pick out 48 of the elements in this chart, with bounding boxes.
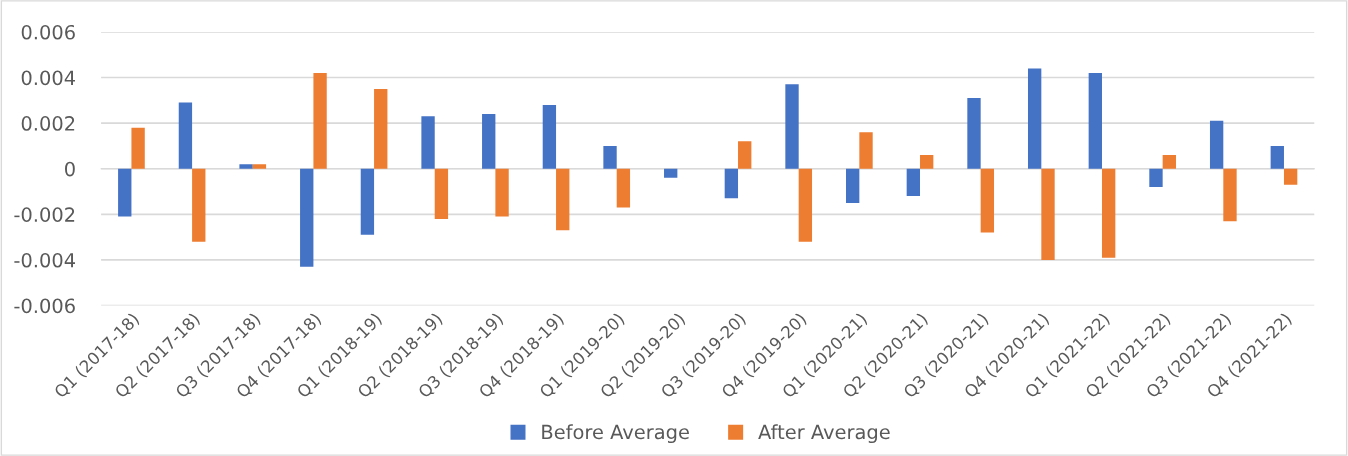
- bar: [178, 102, 193, 169]
- bar: [118, 168, 132, 217]
- bar: [1101, 168, 1116, 258]
- bar: [239, 164, 253, 169]
- bar: [906, 168, 921, 197]
- bar: [542, 104, 557, 169]
- bar: [920, 155, 934, 169]
- y-tick-label: 0.004: [21, 70, 76, 86]
- bar: [798, 168, 813, 242]
- bar: [1209, 120, 1224, 169]
- bar: [603, 145, 617, 169]
- y-tick-label: 0.002: [21, 116, 75, 131]
- bar: [980, 168, 995, 233]
- bar: [859, 132, 873, 169]
- bar: [556, 168, 570, 231]
- bar: [374, 88, 388, 169]
- bar: [738, 141, 752, 169]
- bar: [1223, 168, 1237, 222]
- bar: [252, 164, 267, 169]
- bar: [846, 168, 860, 203]
- bar: [434, 168, 449, 219]
- bar: [1027, 68, 1042, 169]
- bar: [482, 114, 496, 169]
- bar: [131, 127, 145, 169]
- bar: [785, 84, 799, 169]
- bar: [495, 168, 509, 217]
- bar: [967, 98, 981, 169]
- bar: [1088, 72, 1102, 169]
- bar: [1283, 168, 1298, 185]
- legend-label: After Average: [758, 424, 890, 444]
- bar: [192, 168, 206, 242]
- legend-label: Before Average: [542, 424, 689, 444]
- bar: [300, 168, 314, 267]
- bar: [1270, 145, 1284, 169]
- y-tick-label: 0.006: [21, 24, 75, 40]
- y-tick-label: -0.002: [14, 207, 75, 222]
- bar: [1149, 168, 1163, 187]
- y-tick-label: -0.004: [14, 252, 76, 268]
- y-tick-label: -0.006: [14, 298, 75, 314]
- bar: [1162, 155, 1176, 169]
- bar: [664, 168, 678, 178]
- bar: [360, 168, 375, 235]
- y-tick-label: 0: [65, 161, 75, 177]
- bar: [1041, 168, 1055, 260]
- bar: [616, 168, 631, 208]
- bar: [421, 116, 435, 169]
- bar: [313, 72, 327, 169]
- bar: [724, 168, 739, 199]
